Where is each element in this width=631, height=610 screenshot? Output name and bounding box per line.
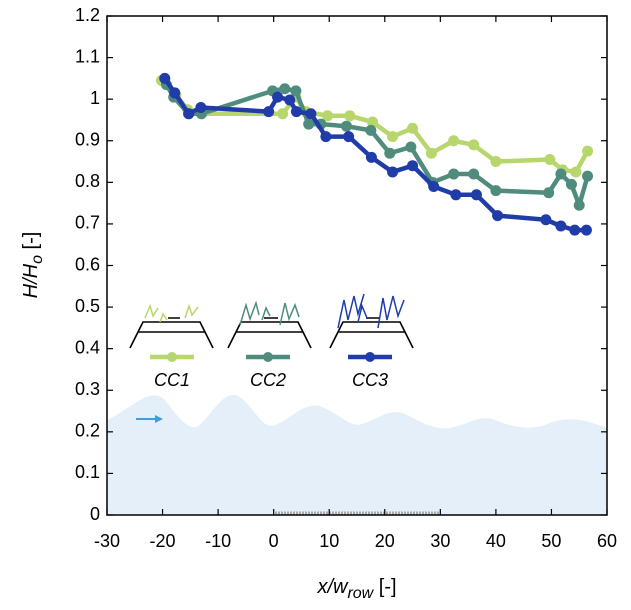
series-line xyxy=(162,77,587,233)
series-line xyxy=(164,83,590,208)
x-tick-label: 60 xyxy=(597,531,617,551)
data-point xyxy=(290,106,302,118)
x-tick-label: -20 xyxy=(150,531,176,551)
data-point xyxy=(387,131,399,143)
data-point xyxy=(195,101,207,113)
data-point xyxy=(569,224,581,236)
data-point xyxy=(159,72,171,84)
data-point xyxy=(582,170,594,182)
y-tick-label: 0.2 xyxy=(75,421,100,441)
data-point xyxy=(322,110,334,122)
legend-marker xyxy=(365,352,375,362)
data-point xyxy=(367,116,379,128)
data-point xyxy=(343,131,355,143)
x-axis-label: x/wrow [-] xyxy=(316,576,396,602)
data-point xyxy=(470,189,482,201)
x-tick-label: 50 xyxy=(541,531,561,551)
data-point xyxy=(277,108,289,120)
legend-marker xyxy=(167,352,177,362)
data-point xyxy=(387,166,399,178)
x-tick-label: 0 xyxy=(269,531,279,551)
wave-background xyxy=(107,394,607,515)
plot xyxy=(155,72,594,236)
x-tick-label: -30 xyxy=(94,531,120,551)
x-label-unit: [-] xyxy=(373,576,396,598)
data-point xyxy=(565,178,577,190)
legend-marker xyxy=(263,352,273,362)
y-tick-label: 0 xyxy=(90,504,100,524)
x-tick-label: 30 xyxy=(430,531,450,551)
x-label-sub: row xyxy=(347,585,374,602)
y-axis-label: H/Ho [-] xyxy=(20,232,46,299)
data-point xyxy=(407,160,419,172)
data-point xyxy=(263,106,275,118)
x-tick-label: 20 xyxy=(375,531,395,551)
data-point xyxy=(290,85,302,97)
data-point xyxy=(305,108,317,120)
data-point xyxy=(303,118,315,130)
x-tick-label: 40 xyxy=(486,531,506,551)
y-tick-label: 1.1 xyxy=(75,46,100,66)
data-point xyxy=(555,168,567,180)
legend-label: CC3 xyxy=(352,370,388,390)
data-point xyxy=(340,120,352,132)
x-tick-label: 10 xyxy=(319,531,339,551)
legend-label: CC1 xyxy=(154,370,190,390)
y-tick-label: 0.5 xyxy=(75,296,100,316)
y-tick-label: 0.4 xyxy=(75,337,100,357)
flow-arrow-head xyxy=(155,415,163,423)
data-point xyxy=(284,94,296,106)
data-point xyxy=(573,199,585,211)
x-tick-label: -10 xyxy=(205,531,231,551)
data-point xyxy=(365,124,377,136)
y-tick-label: 1.2 xyxy=(75,5,100,25)
y-tick-label: 0.6 xyxy=(75,254,100,274)
y-label-sub: o xyxy=(29,255,46,264)
data-point xyxy=(540,214,552,226)
y-label-unit: [-] xyxy=(20,232,42,255)
data-point xyxy=(580,224,592,236)
data-point xyxy=(490,185,502,197)
legend-label: CC2 xyxy=(250,370,286,390)
data-point xyxy=(490,156,502,168)
crop-foliage xyxy=(144,293,405,329)
data-point xyxy=(407,122,419,134)
y-tick-label: 1 xyxy=(90,88,100,108)
data-point xyxy=(365,151,377,163)
y-tick-label: 0.1 xyxy=(75,462,100,482)
data-point xyxy=(344,110,356,122)
data-point xyxy=(384,147,396,159)
data-point xyxy=(169,87,181,99)
data-point xyxy=(468,168,480,180)
data-point xyxy=(570,166,582,178)
data-point xyxy=(448,135,460,147)
data-point xyxy=(555,220,567,232)
data-point xyxy=(425,147,437,159)
data-point xyxy=(448,168,460,180)
y-tick-label: 0.3 xyxy=(75,379,100,399)
crop-icons xyxy=(129,317,414,349)
data-point xyxy=(543,187,555,199)
x-label-main: x/w xyxy=(316,576,349,598)
data-point xyxy=(405,141,417,153)
y-label-main: H/H xyxy=(20,263,42,298)
series-line xyxy=(159,78,590,175)
data-point xyxy=(582,145,594,157)
y-tick-label: 0.8 xyxy=(75,171,100,191)
data-point xyxy=(428,180,440,192)
data-point xyxy=(492,210,504,222)
data-point xyxy=(544,153,556,165)
data-point xyxy=(450,189,462,201)
data-point xyxy=(279,83,291,95)
data-point xyxy=(468,139,480,151)
data-point xyxy=(272,91,284,103)
y-tick-label: 0.7 xyxy=(75,213,100,233)
data-point xyxy=(183,108,195,120)
data-point xyxy=(320,131,332,143)
y-tick-label: 0.9 xyxy=(75,130,100,150)
